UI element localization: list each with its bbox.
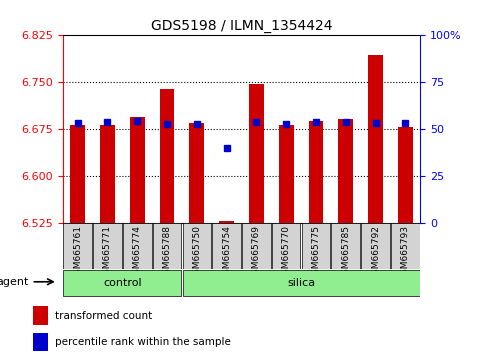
FancyBboxPatch shape	[361, 223, 390, 269]
Bar	[249, 84, 264, 223]
FancyBboxPatch shape	[272, 223, 300, 269]
FancyBboxPatch shape	[123, 223, 152, 269]
Bar	[219, 221, 234, 223]
FancyBboxPatch shape	[93, 223, 122, 269]
FancyBboxPatch shape	[183, 223, 211, 269]
Bar	[338, 119, 353, 223]
Bar	[130, 117, 145, 223]
Text: GSM665785: GSM665785	[341, 225, 350, 280]
Bar	[100, 125, 115, 223]
Bar	[189, 123, 204, 223]
FancyBboxPatch shape	[153, 223, 181, 269]
Text: GSM665771: GSM665771	[103, 225, 112, 280]
Text: GSM665750: GSM665750	[192, 225, 201, 280]
Bar	[70, 125, 85, 223]
FancyBboxPatch shape	[183, 270, 420, 296]
Text: transformed count: transformed count	[55, 311, 152, 321]
FancyBboxPatch shape	[63, 223, 92, 269]
Text: GSM665793: GSM665793	[401, 225, 410, 280]
FancyBboxPatch shape	[242, 223, 270, 269]
FancyBboxPatch shape	[391, 223, 420, 269]
Text: agent: agent	[0, 277, 28, 287]
Text: control: control	[103, 278, 142, 288]
Title: GDS5198 / ILMN_1354424: GDS5198 / ILMN_1354424	[151, 19, 332, 33]
Text: silica: silica	[287, 278, 315, 288]
Text: GSM665761: GSM665761	[73, 225, 82, 280]
Text: GSM665769: GSM665769	[252, 225, 261, 280]
Text: GSM665792: GSM665792	[371, 225, 380, 280]
FancyBboxPatch shape	[331, 223, 360, 269]
FancyBboxPatch shape	[302, 223, 330, 269]
Text: GSM665774: GSM665774	[133, 225, 142, 280]
Bar	[398, 127, 413, 223]
Text: GSM665754: GSM665754	[222, 225, 231, 280]
Text: percentile rank within the sample: percentile rank within the sample	[55, 337, 230, 347]
Bar	[159, 88, 174, 223]
Bar	[309, 121, 324, 223]
Text: GSM665770: GSM665770	[282, 225, 291, 280]
Bar	[33, 306, 48, 325]
Bar	[33, 333, 48, 351]
Text: GSM665775: GSM665775	[312, 225, 320, 280]
Bar	[368, 56, 383, 223]
FancyBboxPatch shape	[63, 270, 181, 296]
Bar	[279, 125, 294, 223]
Text: GSM665788: GSM665788	[163, 225, 171, 280]
FancyBboxPatch shape	[213, 223, 241, 269]
